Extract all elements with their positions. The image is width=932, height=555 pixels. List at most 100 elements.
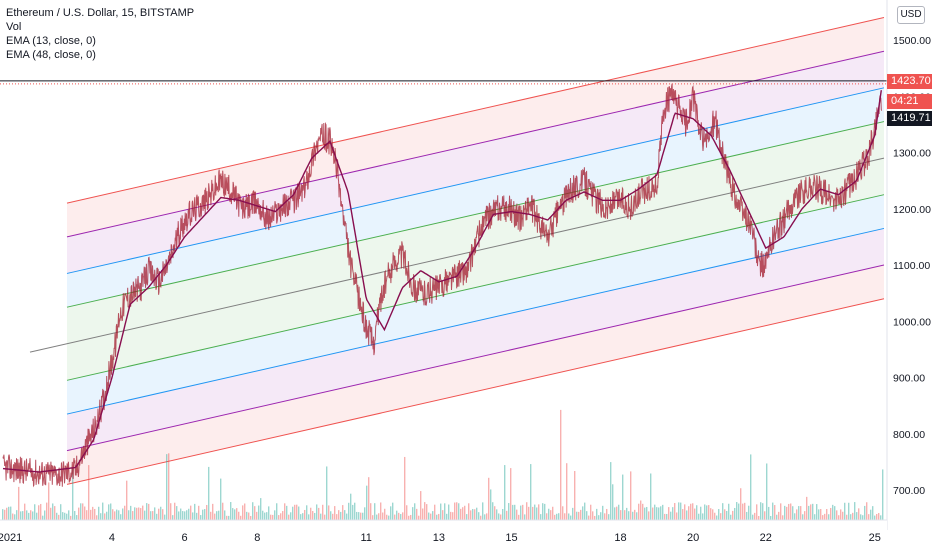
volume-bar bbox=[626, 507, 628, 520]
volume-bar bbox=[86, 510, 88, 520]
currency-button[interactable]: USD bbox=[897, 6, 925, 24]
volume-bar bbox=[534, 504, 536, 520]
volume-bar bbox=[484, 514, 486, 520]
volume-bar bbox=[258, 505, 260, 520]
volume-bar bbox=[746, 511, 748, 520]
volume-bar bbox=[802, 514, 804, 520]
volume-bar bbox=[320, 513, 322, 520]
volume-bar bbox=[254, 506, 256, 520]
volume-bar bbox=[396, 510, 398, 520]
volume-bar bbox=[762, 503, 764, 520]
volume-bar bbox=[816, 504, 818, 520]
ema-value-tag: 1419.71 bbox=[887, 111, 932, 126]
y-tick-label: 700.00 bbox=[893, 485, 925, 497]
volume-bar bbox=[108, 504, 110, 520]
volume-bar bbox=[30, 510, 32, 520]
volume-bar bbox=[448, 504, 450, 520]
volume-bar bbox=[736, 502, 738, 520]
volume-bar bbox=[430, 513, 432, 520]
volume-bar bbox=[8, 506, 10, 520]
volume-bar bbox=[276, 503, 278, 520]
volume-bar bbox=[462, 507, 464, 520]
volume-bar bbox=[660, 506, 662, 520]
volume-bar bbox=[526, 502, 528, 520]
x-tick-label: 18 bbox=[614, 532, 626, 544]
volume-bar bbox=[400, 514, 402, 520]
volume-bar bbox=[814, 514, 816, 520]
volume-bar bbox=[242, 505, 244, 520]
volume-bar bbox=[44, 510, 46, 520]
channel-line bbox=[66, 227, 885, 415]
volume-bar bbox=[574, 471, 576, 520]
volume-bar bbox=[482, 502, 484, 520]
volume-bar bbox=[94, 508, 96, 520]
legend-ema-13[interactable]: EMA (13, close, 0) bbox=[6, 35, 96, 47]
volume-bar bbox=[636, 512, 638, 520]
volume-bar bbox=[356, 511, 358, 520]
volume-bar bbox=[116, 509, 118, 520]
legend-symbol[interactable]: Ethereum / U.S. Dollar, 15, BITSTAMP bbox=[6, 7, 195, 19]
volume-bar bbox=[96, 515, 98, 520]
volume-bar bbox=[572, 507, 574, 520]
volume-bar bbox=[6, 507, 8, 520]
volume-bar bbox=[336, 514, 338, 520]
volume-bar bbox=[372, 515, 374, 520]
volume-bar bbox=[768, 506, 770, 520]
chart-legend: Ethereum / U.S. Dollar, 15, BITSTAMP Vol… bbox=[6, 6, 194, 62]
volume-bar bbox=[538, 504, 540, 520]
volume-bar bbox=[590, 504, 592, 520]
volume-bar bbox=[550, 510, 552, 520]
volume-bar bbox=[790, 503, 792, 520]
volume-bar bbox=[206, 504, 208, 520]
x-tick-label: 25 bbox=[869, 532, 881, 544]
volume-bar bbox=[522, 504, 524, 520]
channel-line bbox=[66, 121, 885, 308]
volume-bar bbox=[260, 498, 262, 520]
volume-bar bbox=[432, 511, 434, 520]
volume-bar bbox=[466, 514, 468, 520]
volume-bar bbox=[32, 511, 34, 520]
volume-bar bbox=[692, 503, 694, 520]
volume-bar bbox=[90, 509, 92, 520]
volume-bar bbox=[282, 511, 284, 520]
time-axis-bg[interactable] bbox=[0, 520, 887, 550]
volume-bar bbox=[842, 511, 844, 520]
volume-bar bbox=[56, 512, 58, 520]
volume-bar bbox=[650, 473, 652, 520]
volume-bar bbox=[498, 513, 500, 520]
volume-bar bbox=[488, 477, 490, 520]
volume-bar bbox=[450, 511, 452, 520]
volume-bar bbox=[588, 515, 590, 520]
volume-bar bbox=[28, 512, 30, 520]
volume-bar bbox=[362, 512, 364, 520]
legend-volume[interactable]: Vol bbox=[6, 21, 22, 33]
time-axis[interactable]: 2021 4 6 8 11 13 15 18 20 22 25 bbox=[0, 532, 881, 544]
x-tick-label: 22 bbox=[760, 532, 772, 544]
volume-bar bbox=[370, 503, 372, 520]
volume-bar bbox=[308, 514, 310, 520]
volume-bar bbox=[592, 511, 594, 520]
legend-ema-48[interactable]: EMA (48, close, 0) bbox=[6, 49, 96, 61]
volume-bar bbox=[304, 509, 306, 520]
volume-bar bbox=[394, 514, 396, 520]
volume-bar bbox=[658, 507, 660, 520]
volume-bar bbox=[828, 514, 830, 520]
volume-bar bbox=[788, 503, 790, 520]
volume-bar bbox=[662, 504, 664, 520]
volume-bar bbox=[442, 510, 444, 520]
volume-bar bbox=[82, 503, 84, 520]
volume-bar bbox=[386, 514, 388, 520]
volume-bar bbox=[290, 512, 292, 520]
volume-bar bbox=[122, 508, 124, 520]
volume-bar bbox=[514, 504, 516, 520]
volume-bar bbox=[330, 511, 332, 520]
volume-bar bbox=[606, 508, 608, 520]
volume-bar bbox=[854, 502, 856, 520]
y-tick-label: 1300.00 bbox=[893, 148, 931, 160]
channel-line bbox=[29, 157, 885, 353]
volume-bar bbox=[544, 503, 546, 520]
volume-bar bbox=[378, 513, 380, 520]
volume-bar bbox=[232, 508, 234, 520]
